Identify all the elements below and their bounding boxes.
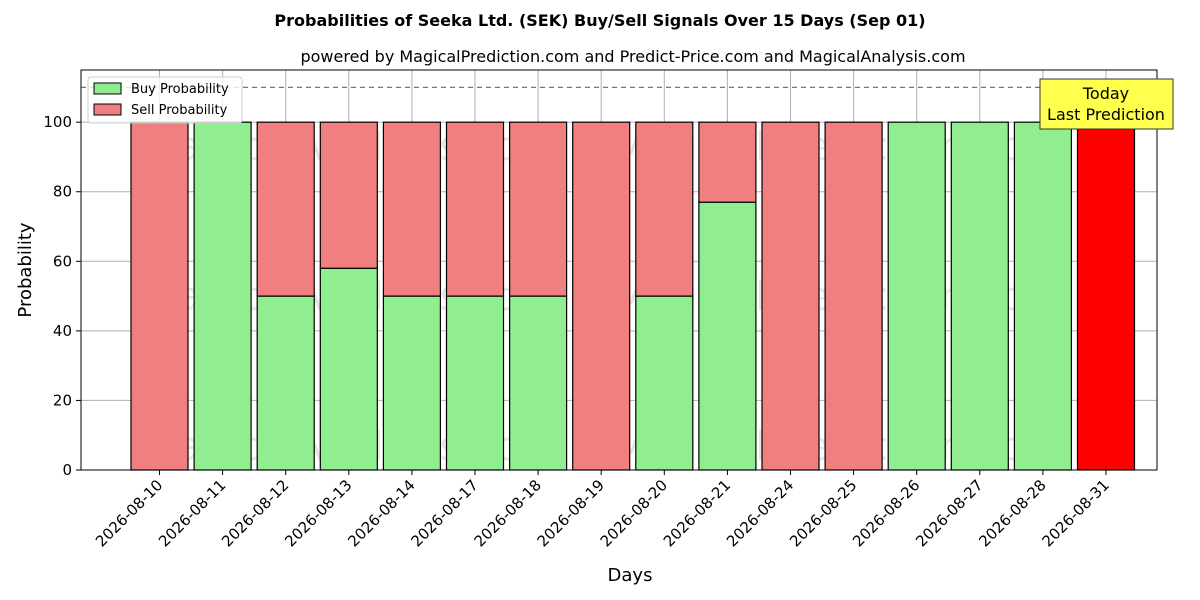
bar-sell-2026-08-18	[509, 121, 568, 297]
annotation-line-last-prediction: Last Prediction	[1047, 105, 1165, 124]
bar-buy-2026-08-13	[319, 267, 378, 471]
x-tick-label: 2026-08-10	[92, 476, 166, 550]
bar-sell-2026-08-24	[761, 121, 820, 471]
y-tick-label: 0	[62, 461, 72, 479]
legend-sell-swatch	[93, 103, 122, 116]
x-tick-label: 2026-08-11	[155, 476, 229, 550]
bar-sell-2026-08-21	[698, 121, 757, 203]
bar-sell-2026-08-12	[256, 121, 315, 297]
x-tick-label: 2026-08-17	[407, 476, 481, 550]
plot-frame	[80, 69, 1158, 471]
bar-sell-2026-08-10	[130, 121, 189, 471]
bar-sell-2026-08-25	[824, 121, 883, 471]
x-axis-label: Days	[608, 565, 653, 586]
bar-buy-2026-08-11	[193, 121, 252, 471]
bar-buy-2026-08-12	[256, 295, 315, 471]
bar-buy-2026-08-14	[382, 295, 441, 471]
bar-buy-2026-08-20	[635, 295, 694, 471]
x-tick-label: 2026-08-31	[1038, 476, 1112, 550]
x-tick-label: 2026-08-18	[471, 476, 545, 550]
x-tick-label: 2026-08-19	[534, 476, 608, 550]
x-tick-label: 2026-08-20	[597, 476, 671, 550]
today-annotation: Today Last Prediction	[1039, 78, 1174, 130]
y-axis-ticks: 0 20 40 60 80 100	[43, 113, 81, 479]
legend-buy-swatch	[93, 82, 122, 95]
bar-buy-2026-08-17	[445, 295, 505, 471]
bar-buy-2026-08-18	[509, 295, 568, 471]
bars	[130, 121, 1136, 471]
legend-box	[87, 76, 243, 124]
annotation-line-today: Today	[1082, 84, 1129, 103]
bar-buy-2026-08-21	[698, 201, 757, 471]
legend-buy-label: Buy Probability	[131, 82, 229, 97]
bar-sell-2026-08-20	[635, 121, 694, 297]
bar-sell-2026-08-17	[445, 121, 505, 297]
x-tick-label: 2026-08-28	[975, 476, 1049, 550]
bar-sell-2026-08-14	[382, 121, 441, 297]
y-tick-label: 60	[53, 252, 72, 270]
x-tick-label: 2026-08-14	[344, 476, 418, 550]
x-tick-label: 2026-08-12	[218, 476, 292, 550]
x-tick-label: 2026-08-27	[912, 476, 986, 550]
x-tick-label: 2026-08-25	[786, 476, 860, 550]
x-tick-label: 2026-08-21	[660, 476, 734, 550]
bar-buy-2026-08-28	[1013, 121, 1073, 471]
bar-buy-2026-08-27	[950, 121, 1009, 471]
x-tick-label: 2026-08-13	[281, 476, 355, 550]
x-tick-label: 2026-08-26	[849, 476, 923, 550]
bar-buy-2026-08-26	[887, 121, 946, 471]
annotation-box	[1039, 78, 1174, 130]
chart-subtitle: powered by MagicalPrediction.com and Pre…	[300, 47, 965, 66]
chart-title: Probabilities of Seeka Ltd. (SEK) Buy/Se…	[274, 11, 925, 30]
legend-sell-label: Sell Probability	[131, 103, 228, 118]
y-tick-label: 100	[43, 113, 72, 131]
legend: Buy Probability Sell Probability	[87, 76, 243, 124]
x-tick-label: 2026-08-24	[723, 476, 797, 550]
y-tick-label: 80	[53, 183, 72, 201]
bar-sell-2026-08-31	[1076, 121, 1136, 471]
y-axis-label: Probability	[15, 222, 36, 317]
bar-sell-2026-08-19	[572, 121, 631, 471]
bar-sell-2026-08-13	[319, 121, 378, 269]
y-tick-label: 40	[53, 322, 72, 340]
x-axis-ticks: 2026-08-102026-08-112026-08-122026-08-13…	[92, 470, 1113, 550]
y-tick-label: 20	[53, 391, 72, 409]
